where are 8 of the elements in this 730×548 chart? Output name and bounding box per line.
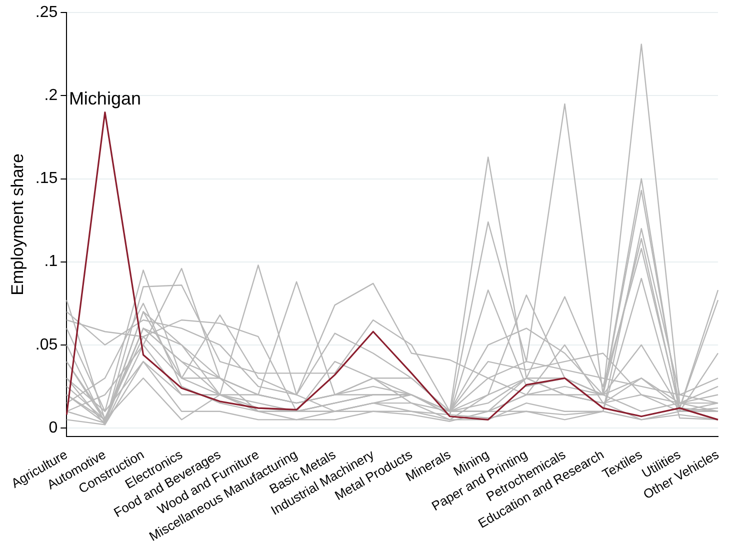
- y-tick-label: .15: [35, 170, 58, 188]
- y-tick-label: .05: [35, 336, 58, 354]
- y-axis-title: Employment share: [8, 154, 27, 296]
- y-tick-label: .2: [44, 87, 58, 104]
- y-tick-label: 0: [48, 419, 58, 436]
- y-tick-label: .25: [35, 4, 58, 22]
- annotation: Michigan: [68, 88, 141, 108]
- y-tick-label: .1: [44, 253, 58, 270]
